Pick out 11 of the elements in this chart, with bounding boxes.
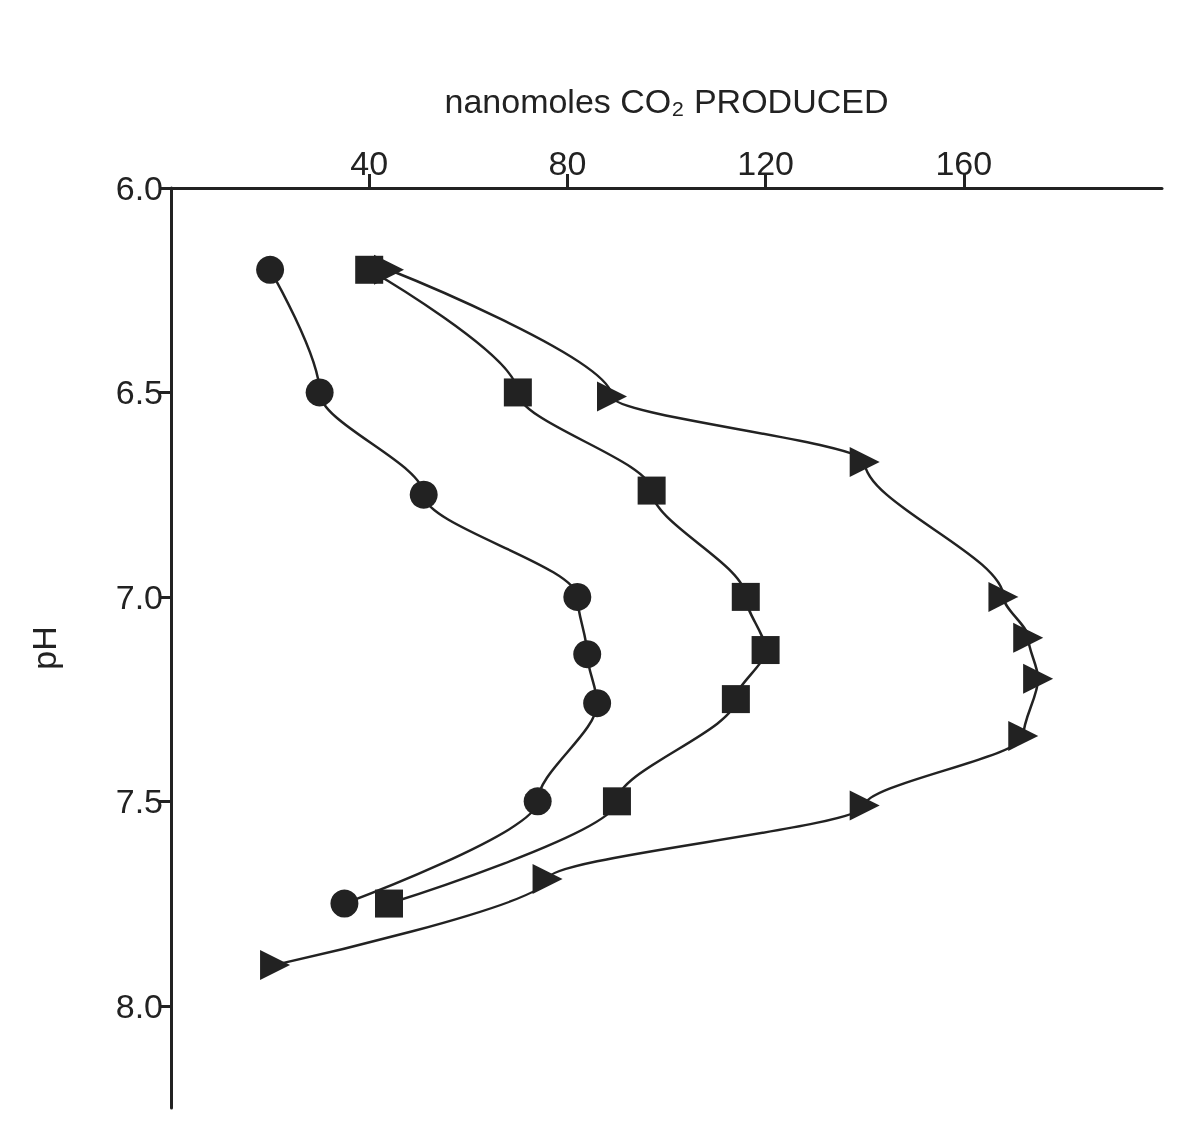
y-tick-label: 7.0	[115, 577, 163, 616]
y-axis-title: pH	[25, 626, 63, 670]
x-tick-label: 80	[548, 144, 587, 182]
y-tick-label: 8.0	[115, 986, 163, 1025]
x-tick-label: 160	[935, 144, 993, 182]
y-tick-label: 6.0	[115, 169, 163, 207]
y-tick-label: 7.5	[115, 782, 163, 821]
x-axis-title: nanomoles CO₂ PRODUCED	[444, 82, 889, 120]
x-tick-label: 40	[350, 144, 389, 182]
x-tick-label: 120	[737, 144, 794, 182]
y-tick-label: 6.5	[115, 373, 163, 412]
